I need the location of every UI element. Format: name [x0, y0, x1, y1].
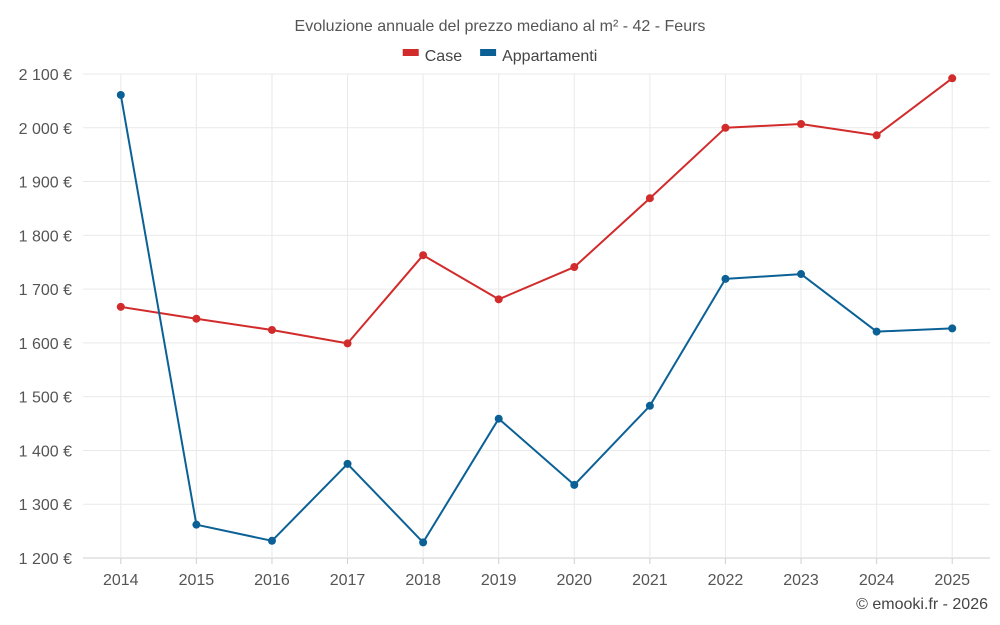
x-axis-ticks: 2014 2015 2016 2017 2018 2019 2020 2021 2022 2023… — [103, 572, 970, 589]
data-point-case[interactable] — [948, 74, 957, 83]
data-point-appartamenti[interactable] — [645, 401, 654, 410]
legend-swatch — [402, 49, 419, 56]
x-tick-label: 2023 — [783, 572, 819, 589]
x-tick-label: 2016 — [254, 572, 290, 589]
y-tick-label: 1 600 € — [19, 336, 72, 353]
legend-item-appartamenti[interactable]: Appartamenti — [480, 48, 597, 65]
chart-series — [116, 74, 957, 547]
chart-credit: © emooki.fr - 2026 — [856, 596, 988, 613]
data-point-appartamenti[interactable] — [267, 536, 276, 545]
chart-gridlines — [83, 73, 990, 564]
y-tick-label: 1 500 € — [19, 390, 72, 407]
data-point-appartamenti[interactable] — [343, 459, 352, 468]
y-tick-label: 1 900 € — [19, 175, 72, 192]
y-tick-label: 1 700 € — [19, 282, 72, 299]
data-point-appartamenti[interactable] — [494, 414, 503, 423]
data-point-case[interactable] — [570, 263, 579, 272]
data-point-case[interactable] — [116, 302, 125, 311]
chart-title: Evoluzione annuale del prezzo mediano al… — [295, 18, 706, 35]
data-point-appartamenti[interactable] — [948, 324, 957, 333]
x-tick-label: 2014 — [103, 572, 139, 589]
series-line-case — [120, 77, 953, 345]
y-tick-label: 1 400 € — [19, 443, 72, 460]
data-point-case[interactable] — [797, 120, 806, 129]
data-point-appartamenti[interactable] — [797, 270, 806, 279]
y-tick-label: 1 800 € — [19, 228, 72, 245]
data-point-appartamenti[interactable] — [419, 538, 428, 547]
data-point-case[interactable] — [267, 325, 276, 334]
x-tick-label: 2025 — [934, 572, 970, 589]
data-point-case[interactable] — [192, 314, 201, 323]
data-point-case[interactable] — [872, 131, 881, 140]
y-tick-label: 2 000 € — [19, 121, 72, 138]
legend-label: Appartamenti — [502, 48, 597, 65]
data-point-appartamenti[interactable] — [116, 90, 125, 99]
x-tick-label: 2018 — [405, 572, 441, 589]
x-tick-label: 2015 — [179, 572, 215, 589]
data-point-appartamenti[interactable] — [721, 274, 730, 283]
y-tick-label: 1 200 € — [19, 551, 72, 568]
legend-label: Case — [425, 48, 462, 65]
x-tick-label: 2020 — [556, 572, 592, 589]
x-tick-label: 2022 — [708, 572, 744, 589]
series-line-appartamenti — [119, 94, 953, 544]
chart-legend: Case Appartamenti — [402, 48, 597, 65]
data-point-appartamenti[interactable] — [872, 327, 881, 336]
x-tick-label: 2017 — [330, 572, 366, 589]
data-point-case[interactable] — [419, 251, 428, 260]
data-point-appartamenti[interactable] — [192, 520, 201, 529]
legend-item-case[interactable]: Case — [402, 48, 462, 65]
y-tick-label: 2 100 € — [19, 67, 72, 84]
data-point-case[interactable] — [645, 194, 654, 203]
y-axis-ticks: 1 200 € 1 300 € 1 400 € 1 500 € 1 600 € 1 700… — [19, 67, 72, 568]
data-point-case[interactable] — [343, 339, 352, 348]
data-point-case[interactable] — [494, 295, 503, 304]
legend-swatch — [480, 49, 497, 56]
x-tick-label: 2019 — [481, 572, 517, 589]
y-tick-label: 1 300 € — [19, 497, 72, 514]
x-tick-label: 2024 — [859, 572, 895, 589]
data-point-appartamenti[interactable] — [570, 480, 579, 489]
x-tick-label: 2021 — [632, 572, 668, 589]
data-point-case[interactable] — [721, 123, 730, 132]
